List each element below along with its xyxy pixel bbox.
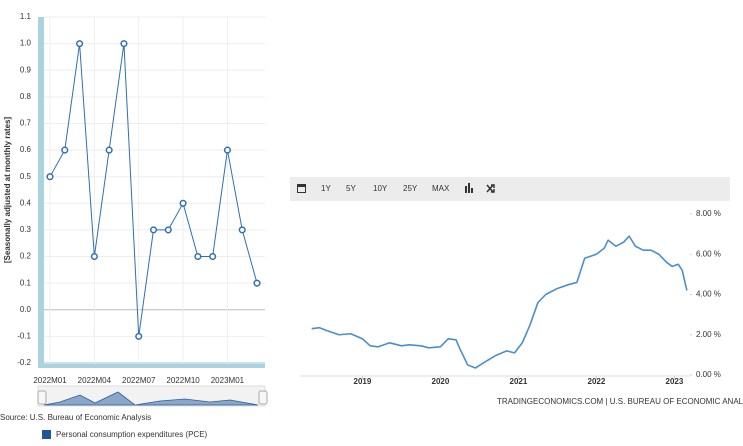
- range-button[interactable]: 25Y: [403, 184, 418, 193]
- point[interactable]: [164, 226, 172, 234]
- toolbar: [290, 177, 730, 201]
- range-button[interactable]: 5Y: [346, 184, 356, 193]
- point[interactable]: [194, 252, 202, 261]
- y-tick-label: 0.9: [20, 65, 32, 74]
- y-tick-label: 0.3: [20, 225, 32, 234]
- point[interactable]: [61, 146, 69, 154]
- line: [49, 43, 258, 337]
- x-tick-label: 2022M01: [33, 376, 67, 385]
- y-tick-label: 0.0: [20, 305, 32, 314]
- y-tick-label: 1.0: [20, 39, 32, 48]
- source: TRADINGECONOMICS.COM | U.S. BUREAU OF EC…: [497, 397, 743, 406]
- axis-band: [38, 17, 44, 367]
- y-axis-title: [Seasonally adjusted at monthly rates]: [3, 117, 12, 264]
- y-tick-label: 1.1: [20, 12, 32, 21]
- point[interactable]: [253, 279, 261, 287]
- x-tick-label: 2019: [354, 377, 372, 386]
- point[interactable]: [76, 40, 84, 48]
- x-tick-label: 2022M04: [78, 376, 112, 385]
- line: [311, 235, 688, 369]
- point[interactable]: [238, 226, 246, 234]
- x-tick-label: 2021: [510, 377, 528, 386]
- calendar-icon[interactable]: [297, 184, 306, 193]
- y-tick-label: 0.1: [20, 278, 32, 287]
- point[interactable]: [90, 252, 98, 261]
- point[interactable]: [179, 199, 187, 207]
- y-tick-label: 0.00 %: [696, 370, 721, 379]
- point[interactable]: [149, 226, 158, 234]
- range-button[interactable]: 1Y: [321, 184, 331, 193]
- y-tick-label: 0.2: [20, 252, 32, 261]
- y-tick-label: 0.6: [20, 145, 32, 154]
- point[interactable]: [223, 146, 231, 154]
- y-tick-label: 6.00 %: [696, 249, 721, 258]
- chart-type-icon[interactable]: [465, 183, 473, 193]
- y-tick-label: 0.5: [20, 172, 32, 181]
- navigator-preview: [43, 391, 259, 406]
- y-tick-label: 8.00 %: [696, 209, 721, 218]
- x-tick-label: 2022M10: [166, 376, 200, 385]
- range-button[interactable]: 10Y: [373, 184, 388, 193]
- y-tick-label: 4.00 %: [696, 290, 721, 299]
- source: Source: U.S. Bureau of Economic Analysis: [0, 413, 151, 422]
- point[interactable]: [105, 146, 113, 154]
- y-tick-label: 2.00 %: [696, 330, 721, 339]
- point[interactable]: [120, 40, 128, 48]
- point[interactable]: [209, 252, 217, 261]
- y-tick-label: 0.7: [20, 119, 32, 128]
- navigator-handle[interactable]: [258, 390, 268, 405]
- legend-swatch: [42, 430, 51, 439]
- navigator-handle[interactable]: [37, 390, 47, 405]
- point[interactable]: [135, 332, 143, 340]
- y-tick-label: 0.4: [20, 198, 32, 207]
- x-tick-label: 2022: [588, 377, 606, 386]
- x-tick-label: 2022M07: [122, 376, 156, 385]
- x-tick-label: 2023: [666, 377, 684, 386]
- y-tick-label: -0.1: [17, 331, 31, 340]
- x-tick-label: 2023M01: [211, 376, 245, 385]
- y-tick-label: 0.8: [20, 92, 32, 101]
- compare-icon[interactable]: [486, 184, 495, 193]
- y-tick-label: -0.2: [17, 358, 31, 367]
- range-button[interactable]: MAX: [432, 184, 450, 193]
- point[interactable]: [46, 173, 54, 181]
- axis-band: [38, 362, 265, 368]
- x-tick-label: 2020: [432, 377, 450, 386]
- legend-label[interactable]: Personal consumption expenditures (PCE): [56, 430, 208, 439]
